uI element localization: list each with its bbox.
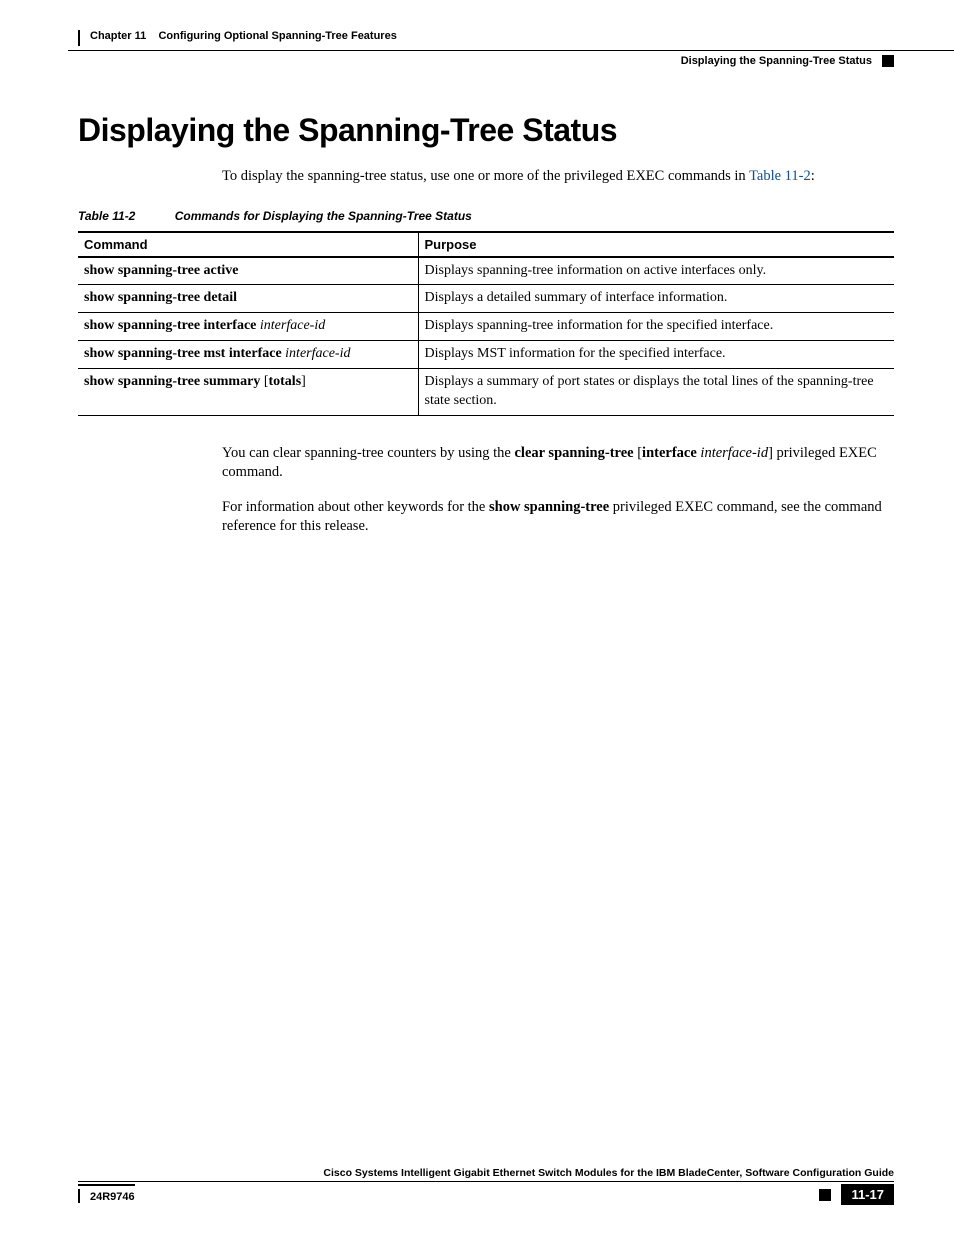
cell-command: show spanning-tree interface interface-i… bbox=[78, 313, 418, 341]
header-section-right: Displaying the Spanning-Tree Status bbox=[78, 51, 954, 67]
table-row: show spanning-tree mst interface interfa… bbox=[78, 341, 894, 369]
page-footer: Cisco Systems Intelligent Gigabit Ethern… bbox=[78, 1167, 894, 1205]
cmd-bold: show spanning-tree active bbox=[84, 263, 239, 278]
section-right-text: Displaying the Spanning-Tree Status bbox=[681, 55, 872, 67]
footer-book-title: Cisco Systems Intelligent Gigabit Ethern… bbox=[78, 1167, 894, 1181]
footer-page-number: 11-17 bbox=[841, 1184, 894, 1205]
chapter-line: Chapter 11 Configuring Optional Spanning… bbox=[90, 30, 894, 46]
chapter-title: Configuring Optional Spanning-Tree Featu… bbox=[158, 30, 396, 42]
footer-bar: 24R9746 11-17 bbox=[78, 1184, 894, 1205]
cell-purpose: Displays spanning-tree information for t… bbox=[418, 313, 894, 341]
text-bold: show spanning-tree bbox=[489, 499, 609, 515]
table-caption-text: Commands for Displaying the Spanning-Tre… bbox=[175, 209, 472, 223]
footer-marker-box bbox=[819, 1189, 831, 1201]
table-row: show spanning-tree active Displays spann… bbox=[78, 257, 894, 285]
cell-command: show spanning-tree detail bbox=[78, 285, 418, 313]
header-marker-box bbox=[882, 55, 894, 67]
header-rule bbox=[68, 50, 954, 51]
cell-command: show spanning-tree mst interface interfa… bbox=[78, 341, 418, 369]
cmd-bold: totals bbox=[268, 374, 301, 389]
footer-right: 11-17 bbox=[819, 1184, 894, 1205]
intro-post: : bbox=[811, 168, 815, 184]
table-label: Table 11-2 bbox=[78, 209, 135, 223]
paragraph-more-info: For information about other keywords for… bbox=[222, 498, 894, 537]
paragraph-clear-counters: You can clear spanning-tree counters by … bbox=[222, 444, 894, 483]
chapter-label: Chapter 11 bbox=[90, 30, 146, 42]
footer-tick bbox=[78, 1189, 80, 1203]
page-header: Chapter 11 Configuring Optional Spanning… bbox=[78, 30, 894, 46]
cmd-bold: show spanning-tree detail bbox=[84, 290, 237, 305]
table-header-row: Command Purpose bbox=[78, 232, 894, 257]
cmd-bold: show spanning-tree interface bbox=[84, 318, 260, 333]
page-title: Displaying the Spanning-Tree Status bbox=[78, 112, 894, 149]
cmd-bold: show spanning-tree summary bbox=[84, 374, 260, 389]
footer-rule bbox=[78, 1181, 894, 1182]
cmd-italic: interface-id bbox=[260, 318, 325, 333]
cmd-bold: show spanning-tree mst interface bbox=[84, 346, 285, 361]
commands-table: Command Purpose show spanning-tree activ… bbox=[78, 231, 894, 416]
table-xref-link[interactable]: Table 11-2 bbox=[749, 168, 811, 184]
intro-pre: To display the spanning-tree status, use… bbox=[222, 168, 749, 184]
table-row: show spanning-tree summary [totals] Disp… bbox=[78, 369, 894, 416]
cell-purpose: Displays a detailed summary of interface… bbox=[418, 285, 894, 313]
footer-left: 24R9746 bbox=[78, 1184, 135, 1205]
text-bold: interface bbox=[642, 445, 700, 461]
text-run: For information about other keywords for… bbox=[222, 499, 489, 515]
table-row: show spanning-tree detail Displays a det… bbox=[78, 285, 894, 313]
cell-purpose: Displays spanning-tree information on ac… bbox=[418, 257, 894, 285]
cell-purpose: Displays MST information for the specifi… bbox=[418, 341, 894, 369]
footer-doc-number: 24R9746 bbox=[90, 1191, 135, 1203]
table-row: show spanning-tree interface interface-i… bbox=[78, 313, 894, 341]
text-italic: interface-id bbox=[700, 445, 768, 461]
table-caption: Table 11-2 Commands for Displaying the S… bbox=[78, 209, 894, 223]
page: Chapter 11 Configuring Optional Spanning… bbox=[0, 0, 954, 1235]
cmd-bracket: ] bbox=[301, 374, 306, 389]
intro-paragraph: To display the spanning-tree status, use… bbox=[222, 167, 894, 187]
cell-purpose: Displays a summary of port states or dis… bbox=[418, 369, 894, 416]
cell-command: show spanning-tree active bbox=[78, 257, 418, 285]
col-purpose: Purpose bbox=[418, 232, 894, 257]
col-command: Command bbox=[78, 232, 418, 257]
cell-command: show spanning-tree summary [totals] bbox=[78, 369, 418, 416]
cmd-italic: interface-id bbox=[285, 346, 350, 361]
text-run: You can clear spanning-tree counters by … bbox=[222, 445, 514, 461]
text-bold: clear spanning-tree bbox=[514, 445, 637, 461]
